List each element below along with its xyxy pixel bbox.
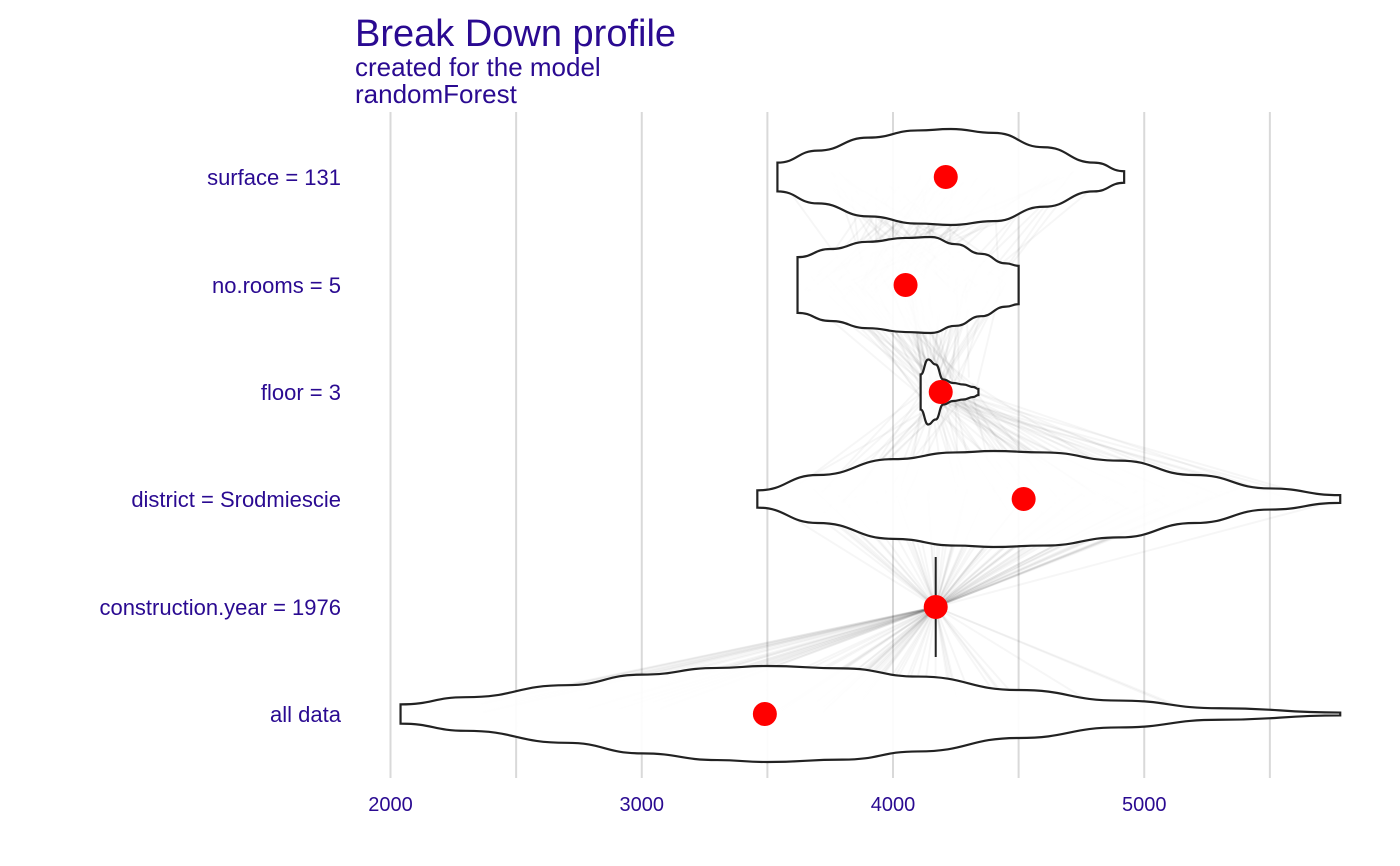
row-label-3: district = Srodmiescie (131, 487, 341, 512)
row-labels-layer: surface = 131 no.rooms = 5 floor = 3 distri… (99, 165, 341, 727)
chart-subtitle: created for the model (355, 52, 601, 82)
chart-titles: Break Down profile created for the model… (355, 14, 676, 108)
row-label-5: all data (270, 702, 342, 727)
mean-point-5 (752, 702, 777, 726)
mean-point-2 (928, 380, 953, 404)
x-tick-label-3000: 3000 (620, 794, 665, 816)
row-label-0: surface = 131 (207, 165, 341, 190)
row-label-2: floor = 3 (261, 380, 341, 405)
x-tick-labels-layer: 2000 3000 4000 5000 (368, 794, 1166, 816)
mean-point-1 (893, 273, 918, 297)
x-tick-label-5000: 5000 (1122, 794, 1167, 816)
row-label-1: no.rooms = 5 (212, 273, 341, 298)
row-label-4: construction.year = 1976 (99, 595, 341, 620)
mean-points-layer (752, 165, 1036, 726)
x-tick-label-2000: 2000 (368, 794, 413, 816)
violin-3 (756, 449, 1342, 549)
x-tick-label-4000: 4000 (871, 794, 916, 816)
violin-layer (399, 127, 1342, 764)
mean-point-0 (933, 165, 958, 189)
chart-title: Break Down profile (355, 13, 677, 55)
mean-point-4 (923, 595, 948, 619)
mean-point-3 (1011, 487, 1036, 511)
chart-subtitle-model: randomForest (355, 79, 517, 109)
violin-5 (399, 664, 1342, 764)
